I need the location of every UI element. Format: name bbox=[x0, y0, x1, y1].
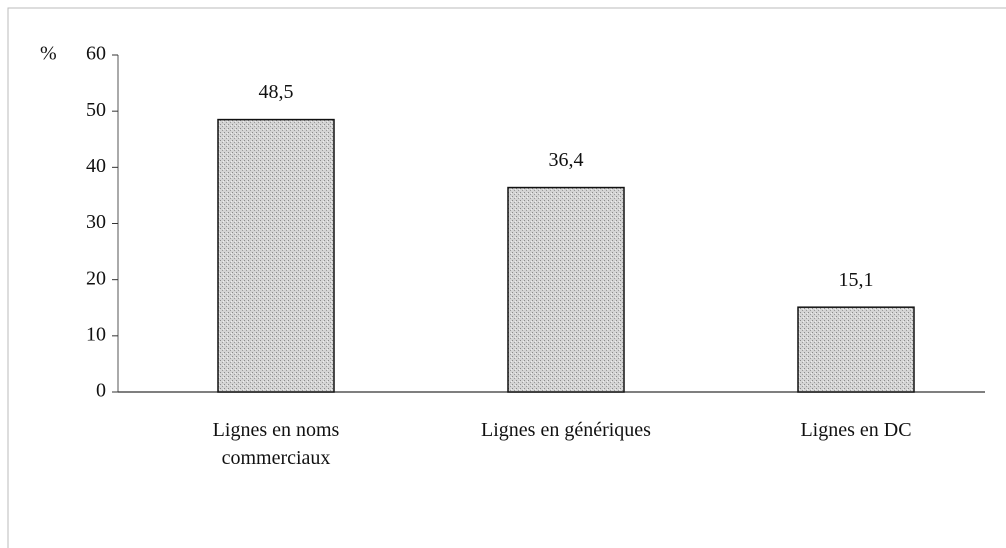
y-tick-label: 10 bbox=[86, 323, 106, 345]
y-tick-label: 60 bbox=[86, 43, 106, 65]
y-tick-label: 40 bbox=[86, 155, 106, 177]
bar bbox=[217, 118, 335, 393]
value-label: 36,4 bbox=[549, 149, 584, 171]
value-label: 48,5 bbox=[259, 81, 294, 103]
x-tick-label: Lignes en génériques bbox=[481, 419, 651, 441]
y-tick-label: 20 bbox=[86, 267, 106, 289]
frame bbox=[7, 7, 1006, 548]
x-tick-label-box: Lignes en génériques bbox=[481, 419, 651, 441]
x-tick-label-box: Lignes en noms commerciaux bbox=[212, 419, 340, 469]
y-tick-label: 0 bbox=[96, 380, 106, 402]
bar bbox=[507, 186, 625, 393]
y-tick-label: 30 bbox=[86, 211, 106, 233]
x-tick-label-box: Lignes en DC bbox=[800, 419, 912, 441]
x-tick-label: Lignes en DC bbox=[800, 419, 912, 441]
y-tick-label: 50 bbox=[86, 99, 106, 121]
y-axis-label: % bbox=[40, 43, 57, 65]
x-tick-label: Lignes en noms commerciaux bbox=[212, 419, 340, 469]
bar bbox=[797, 306, 915, 393]
value-label: 15,1 bbox=[839, 269, 874, 291]
